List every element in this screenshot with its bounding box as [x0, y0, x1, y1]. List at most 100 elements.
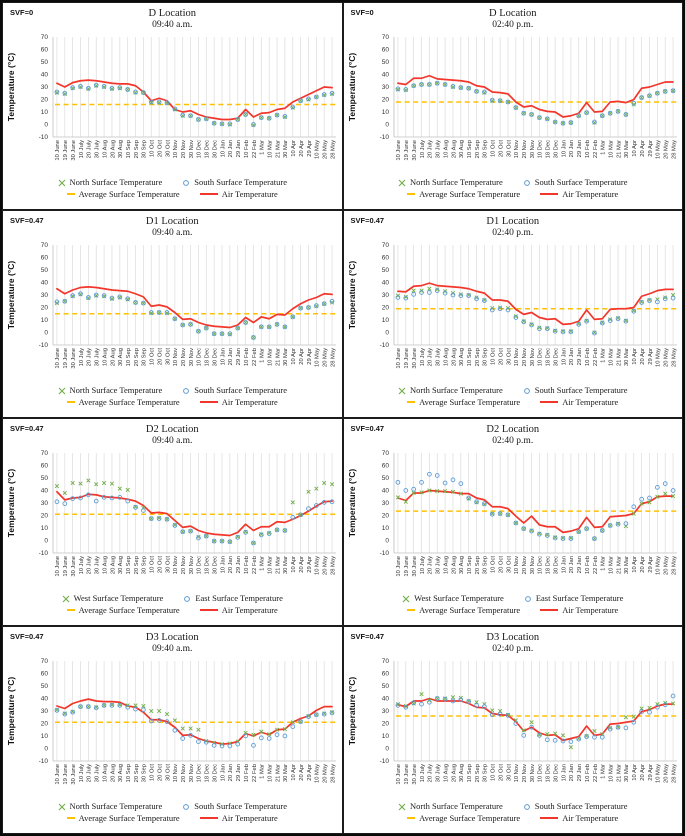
- svg-text:10 Dec: 10 Dec: [197, 556, 203, 574]
- svg-text:50: 50: [41, 683, 49, 690]
- svg-text:19 June: 19 June: [404, 140, 410, 161]
- svg-text:22 Feb: 22 Feb: [593, 348, 599, 366]
- svf-label: SVF=0.47: [10, 632, 44, 641]
- legend-label: Air Temperature: [221, 812, 278, 823]
- svg-text:10 Feb: 10 Feb: [244, 556, 250, 574]
- circle-marker-icon: [183, 803, 190, 810]
- svg-text:20 Sep: 20 Sep: [134, 556, 140, 574]
- svg-text:30 June: 30 June: [71, 556, 77, 577]
- svg-text:10 Apr: 10 Apr: [632, 556, 638, 573]
- svg-text:20 Sep: 20 Sep: [134, 140, 140, 158]
- svg-text:10 Aug: 10 Aug: [443, 764, 449, 782]
- svg-text:20 Apr: 20 Apr: [640, 348, 646, 365]
- svg-text:20 May: 20 May: [323, 140, 329, 159]
- svg-text:20 Oct: 20 Oct: [158, 140, 164, 157]
- line-marker-icon: [540, 817, 559, 820]
- svg-text:20: 20: [41, 97, 49, 104]
- svg-text:50: 50: [382, 59, 390, 66]
- svg-text:30 Nov: 30 Nov: [189, 348, 195, 366]
- svg-text:30 July: 30 July: [95, 764, 101, 782]
- svg-text:10 Dec: 10 Dec: [197, 348, 203, 366]
- svg-text:10 Dec: 10 Dec: [537, 348, 543, 366]
- svg-text:10 Dec: 10 Dec: [537, 764, 543, 782]
- svg-text:10 May: 10 May: [315, 764, 321, 783]
- svg-text:30 Oct: 30 Oct: [506, 556, 512, 573]
- svg-text:20 May: 20 May: [323, 348, 329, 367]
- svg-text:20 Aug: 20 Aug: [451, 764, 457, 782]
- svg-text:10 Jan: 10 Jan: [561, 556, 567, 573]
- svg-text:30 July: 30 July: [435, 348, 441, 366]
- svg-text:10: 10: [382, 733, 390, 740]
- svg-text:50: 50: [41, 267, 49, 274]
- svg-text:28 May: 28 May: [331, 140, 337, 159]
- svg-text:20 Nov: 20 Nov: [522, 140, 528, 158]
- svg-text:18 Dec: 18 Dec: [545, 764, 551, 782]
- svg-text:20 Oct: 20 Oct: [498, 556, 504, 573]
- legend-item: Air Temperature: [540, 189, 618, 201]
- svg-text:30: 30: [41, 292, 49, 299]
- svg-text:30 Nov: 30 Nov: [189, 764, 195, 782]
- svg-text:10 Oct: 10 Oct: [150, 348, 156, 365]
- svg-text:20 Apr: 20 Apr: [299, 140, 305, 157]
- chart-titles: D3 Location 02:40 p.m.: [344, 632, 683, 655]
- svg-text:20 Jan: 20 Jan: [228, 140, 234, 157]
- legend-label: Average Surface Temperature: [419, 188, 521, 199]
- svg-text:30 Oct: 30 Oct: [166, 556, 172, 573]
- svg-text:10 Feb: 10 Feb: [244, 140, 250, 158]
- svg-text:10 June: 10 June: [55, 764, 61, 785]
- svg-text:20 Sep: 20 Sep: [134, 348, 140, 366]
- svf-label: SVF=0.47: [10, 424, 44, 433]
- svg-text:1 Mar: 1 Mar: [600, 140, 606, 155]
- svg-text:10 Nov: 10 Nov: [514, 348, 520, 366]
- chart-legend: West Surface Temperature East Surface Tem…: [344, 593, 683, 616]
- svg-text:20 Oct: 20 Oct: [498, 764, 504, 781]
- legend-label: Average Surface Temperature: [78, 604, 180, 615]
- svf-label: SVF=0: [10, 8, 34, 17]
- svg-text:10 Jan: 10 Jan: [221, 764, 227, 781]
- chart-titles: D Location 02:40 p.m.: [344, 8, 683, 31]
- svg-text:10 Oct: 10 Oct: [150, 556, 156, 573]
- svg-text:-10: -10: [39, 758, 49, 765]
- chart-canvas: 70 60 50 40 30 20 10 0 -10 Temperature (°C) 10 Jun…: [347, 450, 677, 577]
- svg-text:22 Feb: 22 Feb: [252, 348, 258, 366]
- air-temperature-line: [396, 697, 674, 742]
- svg-text:18 Dec: 18 Dec: [545, 140, 551, 158]
- legend-label: Average Surface Temperature: [78, 812, 180, 823]
- svg-text:60: 60: [382, 463, 390, 470]
- svg-text:20 Apr: 20 Apr: [640, 764, 646, 781]
- svg-text:30 Nov: 30 Nov: [530, 140, 536, 158]
- svg-text:10 June: 10 June: [55, 348, 61, 369]
- svg-text:20: 20: [382, 97, 390, 104]
- svg-text:10 July: 10 July: [79, 140, 85, 158]
- gridlines: [397, 453, 674, 553]
- svg-text:29 Apr: 29 Apr: [648, 556, 654, 573]
- gridlines: [56, 37, 333, 137]
- svg-text:29 Jan: 29 Jan: [236, 348, 242, 365]
- svg-text:40: 40: [41, 72, 49, 79]
- svg-text:30: 30: [382, 292, 390, 299]
- y-tick-labels: 70 60 50 40 30 20 10 0 -10: [39, 242, 49, 349]
- air-temperature-line: [396, 489, 674, 534]
- svg-text:29 Jan: 29 Jan: [577, 348, 583, 365]
- svg-text:10 Oct: 10 Oct: [150, 764, 156, 781]
- svg-text:30 June: 30 June: [412, 764, 418, 785]
- east-surface-temperature-markers: [54, 492, 335, 546]
- east-surface-temperature-markers: [395, 471, 676, 541]
- svg-text:30 July: 30 July: [95, 348, 101, 366]
- y-tick-labels: 70 60 50 40 30 20 10 0 -10: [379, 450, 389, 557]
- svg-text:60: 60: [41, 47, 49, 54]
- svg-text:29 Apr: 29 Apr: [648, 140, 654, 157]
- svg-text:10 Feb: 10 Feb: [244, 348, 250, 366]
- svg-text:10 Aug: 10 Aug: [103, 764, 109, 782]
- svg-text:30 June: 30 June: [412, 556, 418, 577]
- chart-canvas: 70 60 50 40 30 20 10 0 -10 Temperature (°C) 10 Jun…: [6, 34, 337, 160]
- legend-item: North Surface Temperature: [398, 385, 503, 397]
- panel-d3-morning: SVF=0.47 D3 Location 09:40 a.m. 70 60 50 40…: [2, 626, 343, 834]
- svg-text:29 Jan: 29 Jan: [577, 140, 583, 157]
- legend-label: Average Surface Temperature: [78, 396, 180, 407]
- svg-text:30 Nov: 30 Nov: [189, 140, 195, 158]
- svg-text:10 Mar: 10 Mar: [608, 348, 614, 366]
- svg-text:21 Mar: 21 Mar: [616, 348, 622, 366]
- svg-text:-10: -10: [379, 550, 389, 557]
- svg-text:10 Jan: 10 Jan: [561, 764, 567, 781]
